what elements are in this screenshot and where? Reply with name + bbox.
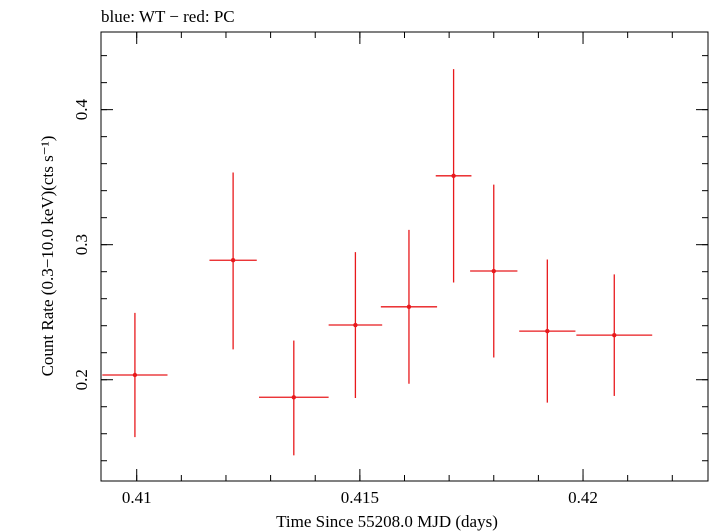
data-point: [258, 340, 329, 456]
y-tick-label: 0.2: [72, 369, 91, 390]
axis-ticks: [101, 32, 708, 481]
data-marker: [230, 258, 236, 263]
data-point: [209, 172, 257, 350]
x-tick-label: 0.415: [341, 488, 379, 507]
data-marker: [291, 395, 297, 400]
data-point: [519, 259, 576, 403]
data-marker: [545, 328, 550, 334]
data-marker: [132, 372, 138, 378]
data-marker: [491, 268, 496, 274]
data-marker: [612, 332, 617, 338]
chart-title: blue: WT − red: PC: [101, 7, 235, 26]
data-point: [576, 274, 653, 396]
y-axis-label: Count Rate (0.3−10.0 keV)(cts s⁻¹): [38, 136, 57, 377]
data-marker: [406, 304, 412, 310]
tick-labels: 0.41 0.415 0.42 0.2 0.3 0.4: [72, 99, 598, 507]
data-point: [435, 69, 472, 283]
data-point: [380, 229, 438, 384]
data-point: [102, 312, 168, 438]
data-point: [328, 252, 383, 398]
y-tick-label: 0.3: [72, 234, 91, 255]
data-marker: [353, 322, 358, 328]
x-tick-label: 0.42: [568, 488, 598, 507]
y-tick-label: 0.4: [72, 99, 91, 121]
data-marker: [451, 173, 456, 179]
x-tick-label: 0.41: [122, 488, 152, 507]
plot-frame: [100, 31, 709, 482]
x-axis-label: Time Since 55208.0 MJD (days): [276, 512, 498, 531]
data-point: [470, 184, 518, 358]
data-points: [102, 69, 653, 456]
